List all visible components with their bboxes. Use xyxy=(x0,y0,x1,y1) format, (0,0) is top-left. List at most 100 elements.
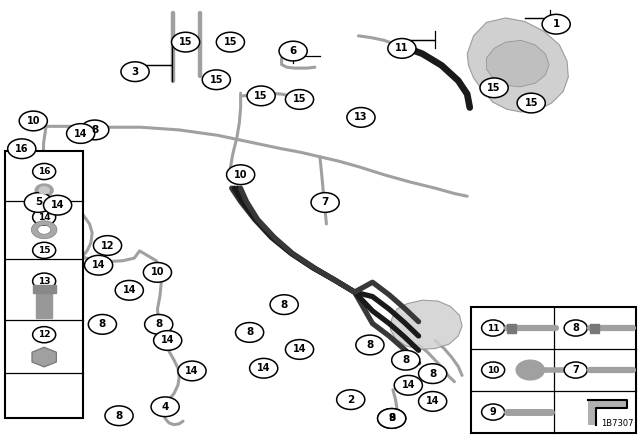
Polygon shape xyxy=(467,18,568,112)
Circle shape xyxy=(516,360,545,380)
Text: 15: 15 xyxy=(292,95,307,104)
Circle shape xyxy=(419,392,447,411)
Circle shape xyxy=(19,111,47,131)
Circle shape xyxy=(227,165,255,185)
Circle shape xyxy=(143,263,172,282)
Text: 9: 9 xyxy=(490,407,497,417)
Text: 14: 14 xyxy=(74,129,88,138)
Circle shape xyxy=(172,32,200,52)
Text: 14: 14 xyxy=(122,285,136,295)
Text: 8: 8 xyxy=(280,300,288,310)
Circle shape xyxy=(115,280,143,300)
Text: 13: 13 xyxy=(38,276,51,286)
Circle shape xyxy=(347,108,375,127)
Circle shape xyxy=(419,364,447,383)
Circle shape xyxy=(542,14,570,34)
Text: 15: 15 xyxy=(223,37,237,47)
Text: 8: 8 xyxy=(155,319,163,329)
Circle shape xyxy=(388,39,416,58)
Text: 14: 14 xyxy=(185,366,199,376)
Text: 15: 15 xyxy=(487,83,501,93)
Circle shape xyxy=(270,295,298,314)
Text: 1B7307: 1B7307 xyxy=(601,419,634,428)
Text: 15: 15 xyxy=(209,75,223,85)
Text: 8: 8 xyxy=(99,319,106,329)
Text: 14: 14 xyxy=(51,200,65,210)
Circle shape xyxy=(250,358,278,378)
Circle shape xyxy=(33,273,56,289)
Circle shape xyxy=(33,327,56,343)
Text: 1: 1 xyxy=(552,19,560,29)
Text: 15: 15 xyxy=(254,91,268,101)
Circle shape xyxy=(236,323,264,342)
Text: 16: 16 xyxy=(15,144,29,154)
Circle shape xyxy=(24,193,52,212)
Polygon shape xyxy=(390,300,462,349)
Text: 11: 11 xyxy=(395,43,409,53)
Circle shape xyxy=(202,70,230,90)
Circle shape xyxy=(392,350,420,370)
Text: 16: 16 xyxy=(38,167,51,176)
Circle shape xyxy=(84,255,113,275)
Bar xyxy=(33,285,56,293)
Text: 10: 10 xyxy=(234,170,248,180)
Text: 15: 15 xyxy=(38,246,51,255)
Circle shape xyxy=(517,93,545,113)
Text: 12: 12 xyxy=(38,330,51,339)
Text: 12: 12 xyxy=(100,241,115,250)
Circle shape xyxy=(279,41,307,61)
Text: 14: 14 xyxy=(426,396,440,406)
Circle shape xyxy=(285,90,314,109)
Text: 15: 15 xyxy=(179,37,193,47)
Text: 10: 10 xyxy=(26,116,40,126)
Circle shape xyxy=(33,164,56,180)
Circle shape xyxy=(337,390,365,409)
Text: 14: 14 xyxy=(92,260,106,270)
Text: 11: 11 xyxy=(487,323,499,332)
Text: 8: 8 xyxy=(572,323,579,333)
Circle shape xyxy=(154,331,182,350)
Bar xyxy=(36,292,52,319)
Circle shape xyxy=(93,236,122,255)
Text: 14: 14 xyxy=(401,380,415,390)
Text: 8: 8 xyxy=(91,125,99,135)
Text: 5: 5 xyxy=(35,198,42,207)
Circle shape xyxy=(564,320,588,336)
Circle shape xyxy=(481,320,504,336)
Text: 7: 7 xyxy=(321,198,329,207)
Circle shape xyxy=(121,62,149,82)
Text: 8: 8 xyxy=(402,355,410,365)
Text: 14: 14 xyxy=(161,336,175,345)
Circle shape xyxy=(39,187,49,194)
Circle shape xyxy=(247,86,275,106)
Circle shape xyxy=(481,362,504,378)
Circle shape xyxy=(151,397,179,417)
Text: 8: 8 xyxy=(115,411,123,421)
Text: 8: 8 xyxy=(429,369,436,379)
Circle shape xyxy=(378,409,406,428)
Circle shape xyxy=(481,404,504,420)
Text: 14: 14 xyxy=(292,345,307,354)
Text: 10: 10 xyxy=(487,366,499,375)
Circle shape xyxy=(8,139,36,159)
Text: 8: 8 xyxy=(366,340,374,350)
Text: 13: 13 xyxy=(354,112,368,122)
Polygon shape xyxy=(486,40,549,87)
Bar xyxy=(590,323,599,332)
Text: 3: 3 xyxy=(131,67,139,77)
Polygon shape xyxy=(32,347,56,367)
Circle shape xyxy=(44,195,72,215)
FancyBboxPatch shape xyxy=(471,307,636,433)
Circle shape xyxy=(394,375,422,395)
Circle shape xyxy=(33,209,56,225)
Text: 8: 8 xyxy=(246,327,253,337)
Circle shape xyxy=(35,184,53,197)
Circle shape xyxy=(480,78,508,98)
Circle shape xyxy=(178,361,206,381)
Circle shape xyxy=(356,335,384,355)
Text: 6: 6 xyxy=(289,46,297,56)
Circle shape xyxy=(105,406,133,426)
Circle shape xyxy=(311,193,339,212)
Text: 15: 15 xyxy=(524,98,538,108)
Circle shape xyxy=(33,242,56,258)
